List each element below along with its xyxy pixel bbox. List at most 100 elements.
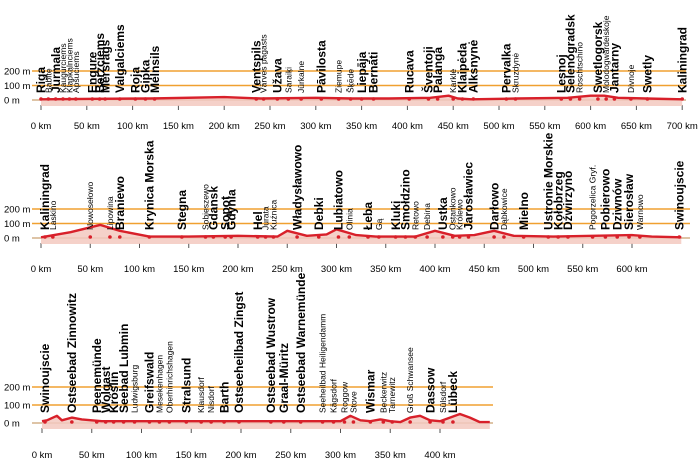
town-point xyxy=(366,235,370,239)
elevation-area xyxy=(41,224,682,244)
town-point xyxy=(504,97,509,101)
x-tick-label: 350 km xyxy=(375,450,406,461)
town-label: Dassow xyxy=(423,367,437,413)
town-label: Łeba xyxy=(361,202,375,230)
town-label: Melnsils xyxy=(148,45,162,93)
x-tick-label: 150 km xyxy=(163,121,194,132)
y-tick-label: 0 m xyxy=(4,234,20,245)
town-point xyxy=(319,97,324,101)
town-point xyxy=(612,97,617,101)
x-tick-label: 200 km xyxy=(209,121,240,132)
town-label: Šventoji xyxy=(421,46,436,93)
town-point xyxy=(677,235,682,239)
panel-3: 0 m 100 m 200 m 0 km 50 km 100 km 150 km 200 km… xyxy=(4,272,493,461)
town-label: Wolgast xyxy=(99,367,113,413)
town-point xyxy=(108,235,112,239)
town-label: Liepāja xyxy=(355,51,369,93)
town-point xyxy=(88,235,93,239)
town-point xyxy=(425,235,429,239)
town-point xyxy=(51,235,55,239)
town-label: Graal-Müritz xyxy=(277,343,291,413)
town-label: Šķēde xyxy=(346,69,356,93)
town-point xyxy=(471,97,476,101)
town-point xyxy=(43,235,47,239)
y-tick-label: 0 m xyxy=(4,419,20,430)
town-label: Oberhinrichshagen xyxy=(164,341,174,413)
town-point xyxy=(441,420,445,424)
town-point xyxy=(255,235,260,239)
town-label: Smołdzino xyxy=(399,169,413,230)
town-point xyxy=(351,420,356,424)
y-tick-label: 200 m xyxy=(4,205,30,216)
town-point xyxy=(368,420,373,424)
x-tick-label: 550 km xyxy=(567,264,598,275)
town-label: Lübeck xyxy=(446,371,460,413)
town-label: Gą xyxy=(374,218,384,230)
town-label: Darłowo xyxy=(487,183,501,230)
town-point xyxy=(263,235,268,239)
town-point xyxy=(426,97,431,101)
town-point xyxy=(390,420,395,424)
town-point xyxy=(74,97,78,101)
town-point xyxy=(70,420,74,424)
town-label: Ostseebad Warnemünde xyxy=(294,272,308,413)
x-tick-label: 100 km xyxy=(117,121,148,132)
x-tick-label: 500 km xyxy=(518,264,549,275)
town-label: Skruzdynė xyxy=(511,53,521,93)
town-label: Sülsdorf xyxy=(438,381,448,413)
town-point xyxy=(275,97,280,101)
town-label: Dziwnów xyxy=(610,178,624,230)
town-label: Wismar xyxy=(364,369,378,413)
town-point xyxy=(559,97,564,101)
x-tick-label: 350 km xyxy=(370,264,401,275)
panel-2: 0 m 100 m 200 m 0 km 50 km 100 km 150 km 200 km… xyxy=(4,132,690,275)
x-tick-label: 0 km xyxy=(31,121,52,132)
town-point xyxy=(603,235,608,239)
town-point xyxy=(223,235,227,239)
town-point xyxy=(381,420,386,424)
town-label: Saraiķi xyxy=(283,67,293,93)
town-label: Valgalciems xyxy=(113,24,127,93)
town-point xyxy=(596,97,600,101)
town-label: Greifswald xyxy=(143,352,157,413)
town-point xyxy=(457,235,462,239)
town-label: Klapkalnciems xyxy=(64,38,74,93)
town-label: Ostseebad Wustrow xyxy=(264,297,278,413)
town-point xyxy=(269,420,273,424)
town-label: Kuźnica xyxy=(268,199,278,230)
town-label: Mērsrags xyxy=(98,39,112,93)
x-tick-label: 50 km xyxy=(74,121,100,132)
town-label: Babīte xyxy=(43,68,53,93)
town-point xyxy=(371,97,376,101)
town-point xyxy=(121,420,126,424)
town-point xyxy=(502,235,506,239)
town-point xyxy=(152,97,157,101)
town-label: Kluki xyxy=(389,201,403,230)
town-label: Selenogradsk xyxy=(564,14,578,93)
town-label: Jurmala xyxy=(49,47,63,93)
town-label: Stralsund xyxy=(180,358,194,413)
x-tick-label: 100 km xyxy=(124,264,155,275)
town-label: Tarnewitz xyxy=(387,377,397,413)
town-label: Stegna xyxy=(175,190,189,230)
town-point xyxy=(209,420,213,424)
x-tick-label: 600 km xyxy=(616,264,647,275)
town-label: Stove xyxy=(348,391,358,413)
town-label: Sobieszewo xyxy=(201,184,211,230)
town-label: Lubiatowo xyxy=(332,170,346,230)
town-label: Bērzciems xyxy=(93,33,107,93)
town-label: Kaliningrad xyxy=(38,164,52,230)
town-label: Debki xyxy=(312,197,326,230)
town-label: Seeheilbad Heiligendamm xyxy=(318,314,328,413)
y-tick-label: 100 m xyxy=(4,401,30,412)
town-point xyxy=(229,235,233,239)
town-label: Ostseebad Zinnowitz xyxy=(65,293,79,413)
town-label: Barth xyxy=(217,382,231,413)
town-label: Palanga xyxy=(431,47,445,93)
x-tick-label: 50 km xyxy=(79,450,105,461)
town-label: Kołobrzeg xyxy=(551,171,565,230)
town-label: Sopot xyxy=(218,196,232,230)
town-label: Olinia xyxy=(344,208,354,230)
town-label: Bernāti xyxy=(367,52,381,93)
town-label: Klausdorf xyxy=(196,376,206,413)
